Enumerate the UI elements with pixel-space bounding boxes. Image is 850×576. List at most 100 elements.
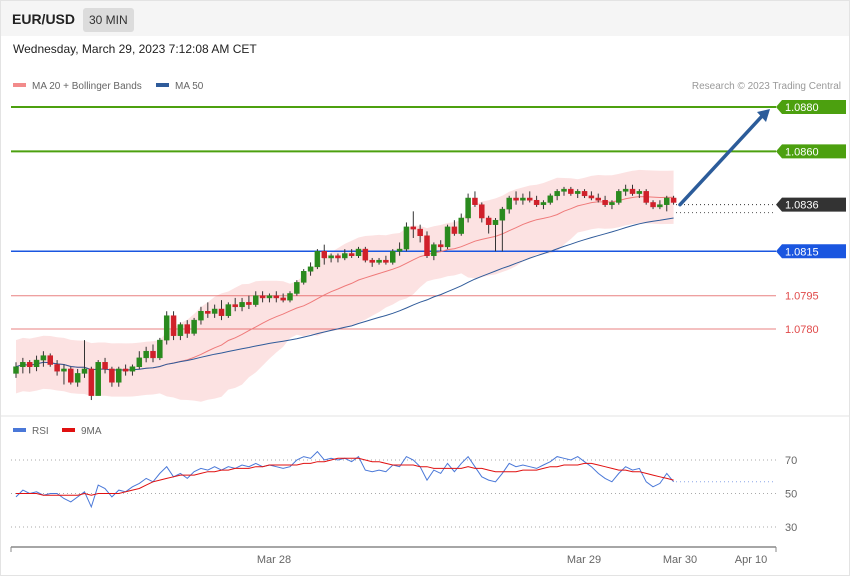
- candle-body: [205, 310, 211, 314]
- candle-body: [383, 259, 389, 263]
- candle: [88, 366, 95, 401]
- legend-rsi: RSI: [13, 426, 49, 437]
- candle: [396, 242, 403, 256]
- candle: [40, 351, 47, 367]
- candle-body: [417, 228, 423, 237]
- candle-body: [47, 355, 53, 365]
- candle-body: [266, 295, 273, 299]
- candles: [13, 184, 677, 401]
- candle: [636, 189, 643, 199]
- candle: [520, 193, 526, 205]
- candle: [335, 253, 341, 263]
- candle: [369, 257, 375, 267]
- candle: [163, 311, 170, 345]
- candle-body: [622, 188, 629, 192]
- candle: [664, 195, 670, 212]
- candle-body: [95, 362, 101, 396]
- level-label-1.0795: 1.0795: [785, 291, 819, 303]
- rsi-swatch: [13, 428, 26, 433]
- candle-body: [513, 197, 519, 201]
- x-tick-label: Mar 28: [257, 554, 291, 566]
- candle-body: [88, 368, 95, 396]
- candle: [143, 346, 149, 363]
- candle-body: [280, 297, 286, 301]
- current-price-label: 1.0836: [785, 200, 819, 212]
- candle-body: [136, 357, 143, 367]
- candle-body: [527, 197, 533, 201]
- candle-body: [609, 202, 615, 205]
- candle: [458, 213, 464, 236]
- candle: [465, 193, 471, 223]
- rsi-tick-label: 50: [785, 489, 797, 501]
- candle-body: [225, 304, 232, 316]
- candle-body: [485, 217, 492, 225]
- level-label-1.0780: 1.0780: [785, 324, 819, 336]
- candle-body: [602, 199, 608, 205]
- candle-body: [143, 350, 149, 359]
- candle-body: [170, 315, 177, 336]
- arrow-head: [757, 109, 770, 122]
- candle-body: [636, 191, 643, 194]
- candle: [650, 200, 656, 210]
- candle-body: [122, 368, 129, 372]
- candle-body: [396, 248, 403, 252]
- candle: [47, 353, 53, 367]
- candle: [280, 293, 286, 303]
- candle-body: [116, 368, 122, 383]
- candle-body: [307, 266, 314, 272]
- candle-body: [369, 259, 375, 263]
- candle: [622, 184, 629, 196]
- arrow-shaft: [678, 112, 766, 207]
- candle-body: [294, 282, 300, 294]
- candle-body: [581, 191, 588, 197]
- candle-body: [191, 319, 197, 334]
- candle: [218, 300, 225, 321]
- candle-body: [444, 226, 451, 248]
- candle-body: [109, 368, 115, 383]
- timeframe-button[interactable]: 30 MIN: [83, 8, 134, 32]
- candle: [629, 184, 636, 196]
- candle-body: [657, 204, 663, 208]
- candle-body: [506, 197, 512, 210]
- candle-body: [246, 302, 252, 305]
- candle: [527, 191, 533, 203]
- candle: [383, 255, 389, 265]
- candle: [191, 317, 197, 336]
- candle-body: [198, 310, 204, 321]
- candle: [348, 249, 355, 258]
- candle: [13, 362, 19, 378]
- candle: [205, 302, 211, 318]
- candle: [122, 364, 129, 376]
- symbol-label: EUR/USD: [12, 11, 76, 27]
- level-tag-1.0815: [776, 244, 846, 259]
- candle: [643, 189, 649, 205]
- rsi-tick-label: 30: [785, 522, 797, 534]
- candle: [33, 355, 40, 372]
- candle: [657, 200, 663, 210]
- candle-body: [533, 199, 540, 205]
- candle-body: [40, 355, 47, 361]
- candle: [561, 186, 567, 196]
- candle: [26, 360, 33, 374]
- candle: [287, 291, 293, 303]
- candle-body: [499, 208, 506, 221]
- candle: [472, 191, 478, 207]
- level-label-1.0815: 1.0815: [785, 246, 819, 258]
- ma50-swatch: [156, 83, 169, 88]
- candle-body: [150, 350, 156, 359]
- candle: [300, 269, 307, 285]
- candle: [390, 249, 396, 265]
- candle-body: [61, 368, 67, 372]
- candle: [485, 215, 492, 234]
- legend-9ma-label: 9MA: [81, 426, 102, 437]
- candle: [95, 360, 101, 396]
- candle: [479, 202, 485, 223]
- candle: [61, 364, 67, 385]
- candle: [150, 344, 156, 363]
- candle: [499, 206, 506, 252]
- ma20-swatch: [13, 83, 26, 88]
- candle: [102, 357, 108, 374]
- candle-body: [314, 251, 321, 268]
- candle-body: [574, 191, 581, 194]
- candle: [451, 220, 458, 236]
